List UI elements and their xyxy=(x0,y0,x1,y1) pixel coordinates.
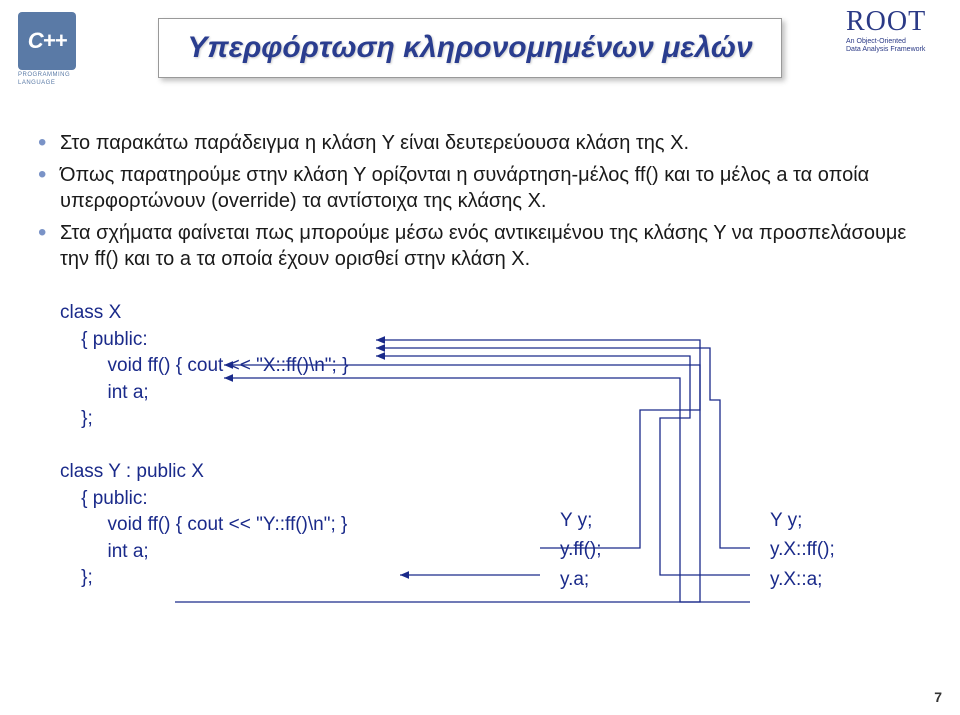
code-line: int a; xyxy=(60,382,149,403)
bullet-item: Στα σχήματα φαίνεται πως μπορούμε μέσω ε… xyxy=(34,220,926,272)
root-logo-text: ROOT xyxy=(846,6,946,38)
snippet-b: Y y; y.X::ff(); y.X::a; xyxy=(770,506,835,594)
root-logo: ROOT An Object-Oriented Data Analysis Fr… xyxy=(846,6,946,53)
cpp-logo-text: C++ xyxy=(18,12,76,70)
snippet-a: Y y; y.ff(); y.a; xyxy=(560,506,602,594)
cpp-logo: C++ PROGRAMMING LANGUAGE xyxy=(18,12,100,94)
cpp-logo-sub1: PROGRAMMING xyxy=(18,72,70,78)
bullet-item: Όπως παρατηρούμε στην κλάση Υ ορίζονται … xyxy=(34,162,926,214)
code-line: Y y; xyxy=(560,510,592,531)
code-line: y.a; xyxy=(560,569,589,590)
cpp-logo-sub2: LANGUAGE xyxy=(18,80,55,86)
page-number: 7 xyxy=(934,689,942,705)
code-line: void ff() { cout << "X::ff()\n"; } xyxy=(60,355,348,376)
code-line: y.ff(); xyxy=(560,539,602,560)
code-line: class X xyxy=(60,302,121,323)
root-logo-sub1: An Object-Oriented xyxy=(846,38,946,46)
header: C++ PROGRAMMING LANGUAGE ROOT An Object-… xyxy=(0,0,960,105)
code-line: Y y; xyxy=(770,510,802,531)
code-class-x: class X { public: void ff() { cout << "X… xyxy=(60,300,926,433)
code-line: y.X::ff(); xyxy=(770,539,835,560)
slide: C++ PROGRAMMING LANGUAGE ROOT An Object-… xyxy=(0,0,960,715)
body: Στο παρακάτω παράδειγμα η κλάση Υ είναι … xyxy=(34,130,926,278)
bullet-list: Στο παρακάτω παράδειγμα η κλάση Υ είναι … xyxy=(34,130,926,272)
slide-title: Υπερφόρτωση κληρονομημένων μελών xyxy=(158,18,781,78)
bullet-item: Στο παρακάτω παράδειγμα η κλάση Υ είναι … xyxy=(34,130,926,156)
code-line: int a; xyxy=(60,541,149,562)
code-line: { public: xyxy=(60,329,148,350)
code-line: { public: xyxy=(60,488,148,509)
root-logo-sub2: Data Analysis Framework xyxy=(846,46,946,54)
slide-title-wrap: Υπερφόρτωση κληρονομημένων μελών xyxy=(110,18,830,78)
code-line: y.X::a; xyxy=(770,569,822,590)
code-line: void ff() { cout << "Y::ff()\n"; } xyxy=(60,514,347,535)
code-line: class Y : public X xyxy=(60,461,204,482)
code-line: }; xyxy=(60,408,93,429)
code-line: }; xyxy=(60,567,93,588)
